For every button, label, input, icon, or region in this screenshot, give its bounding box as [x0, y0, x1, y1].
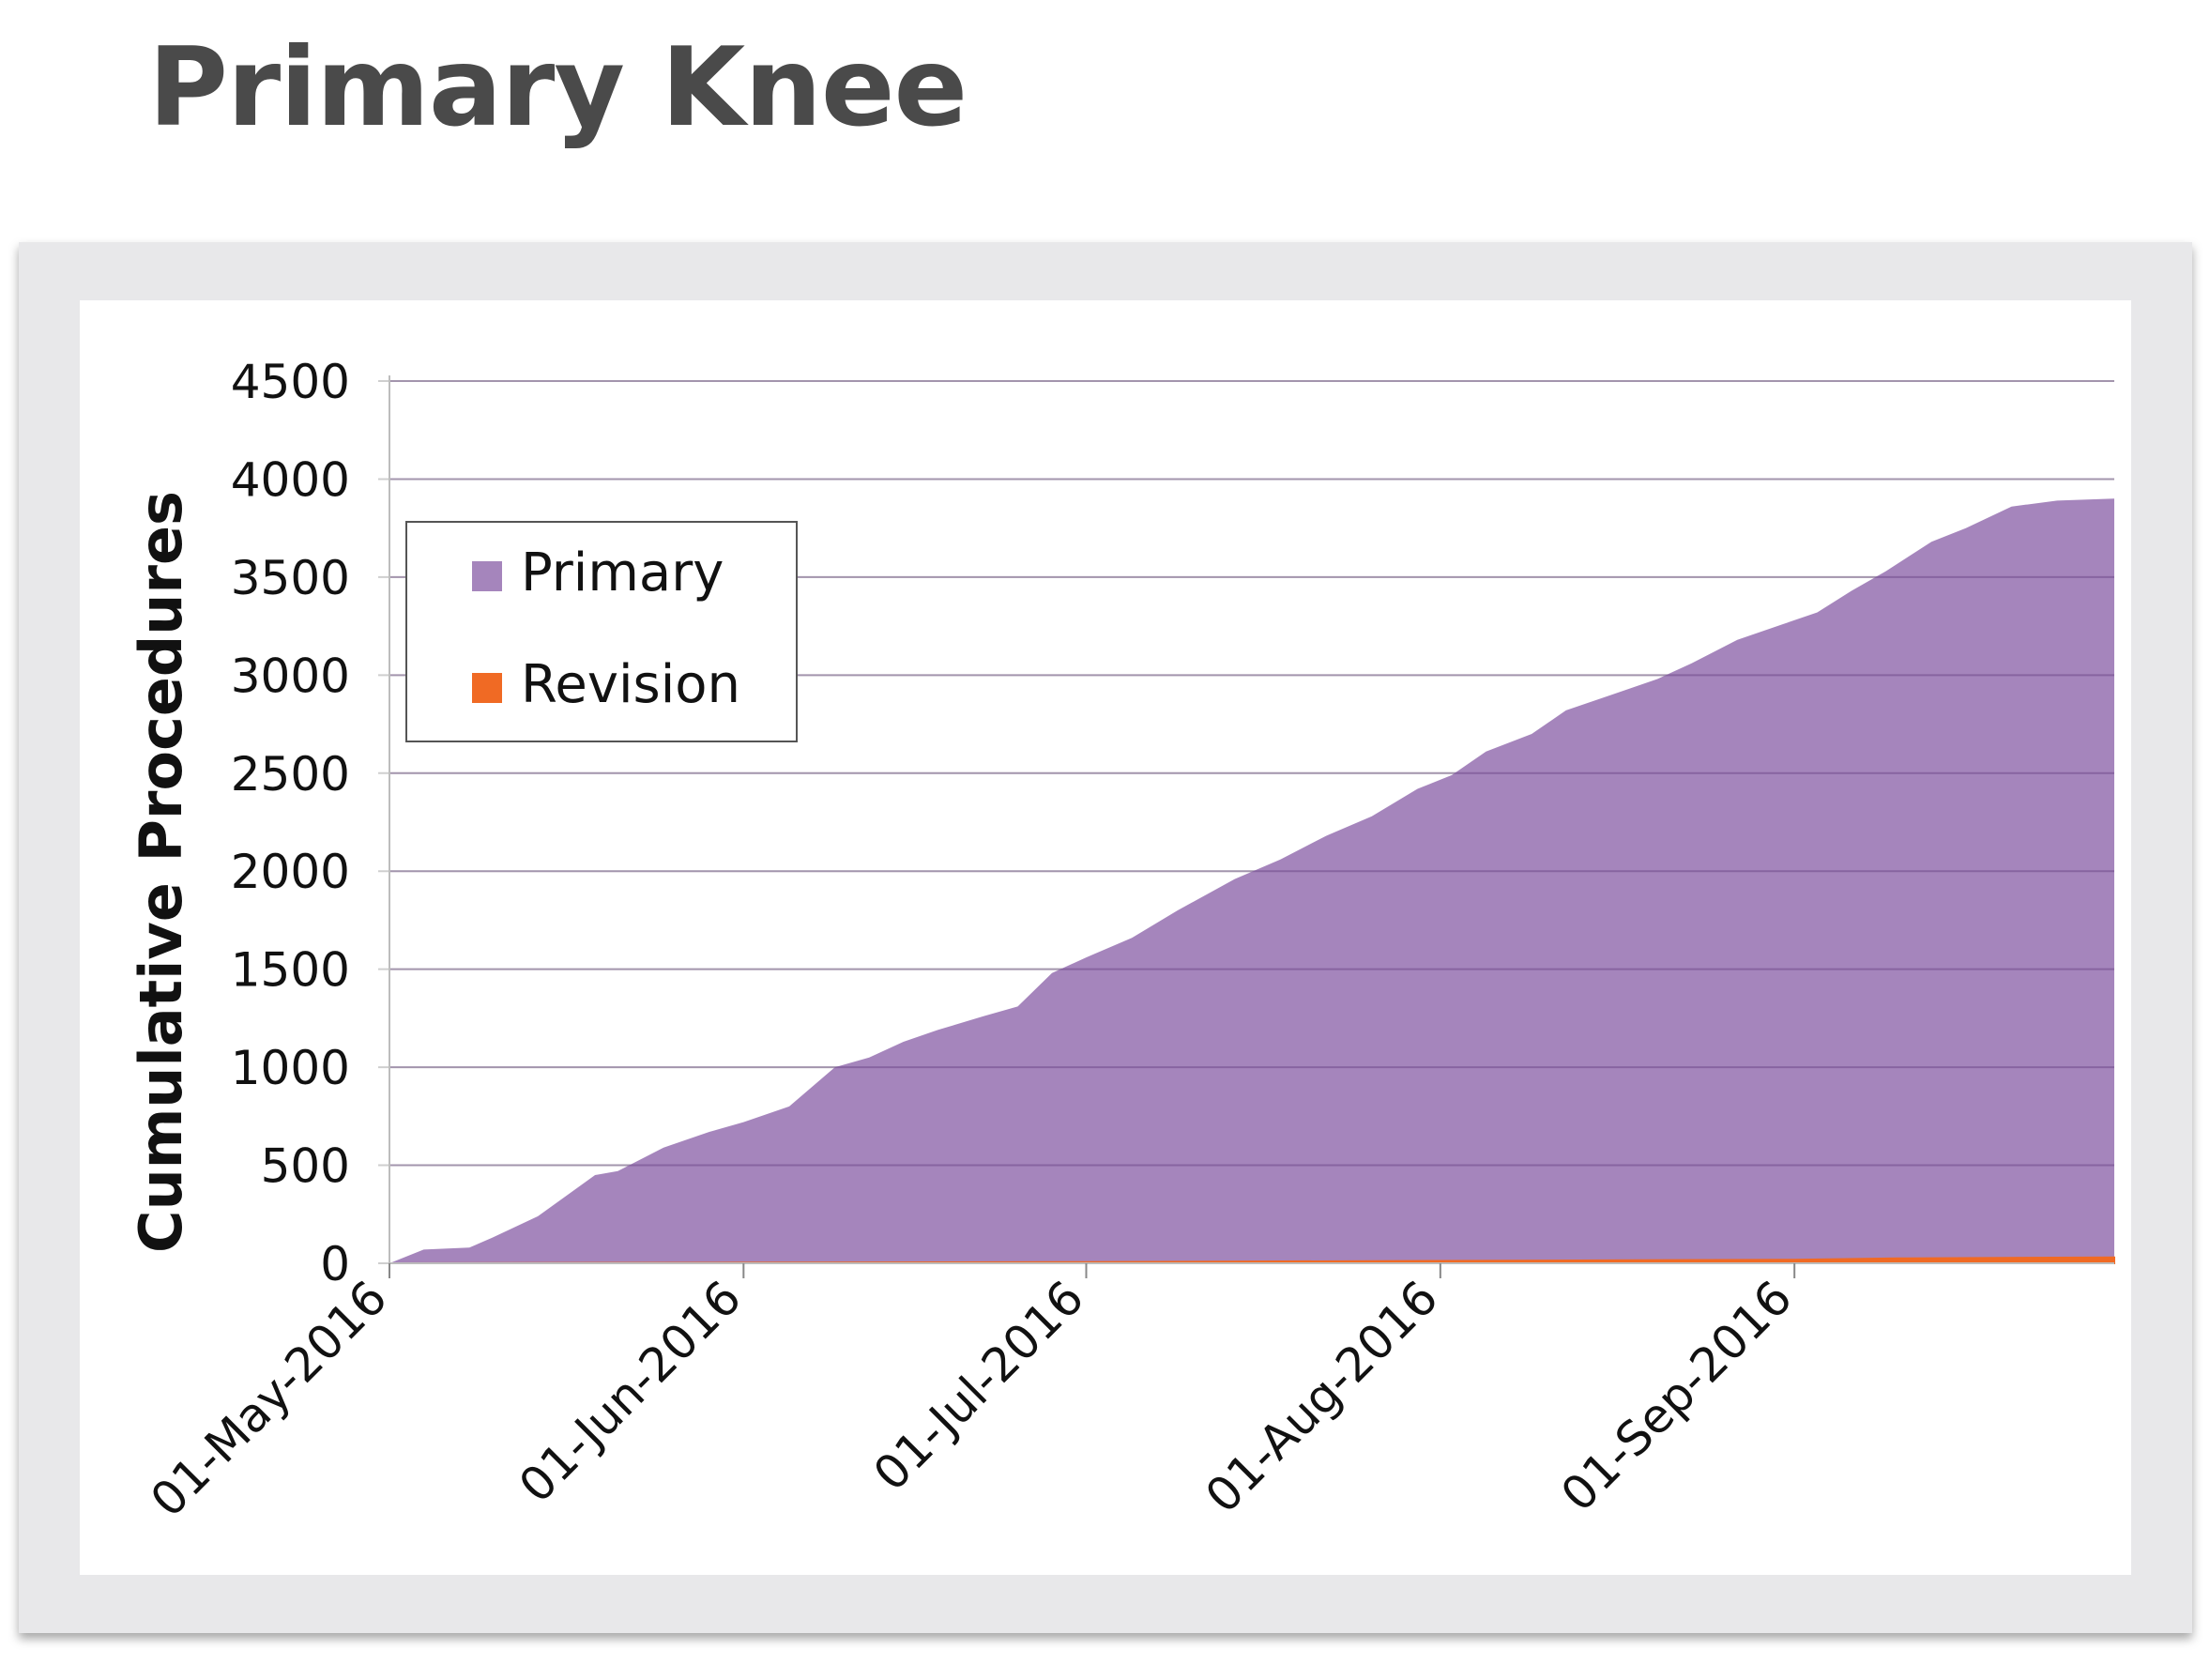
page-title: Primary Knee — [148, 24, 968, 151]
y-tick-label-2500: 2500 — [231, 747, 350, 802]
legend-label-primary: Primary — [521, 542, 724, 603]
y-tick-label-2000: 2000 — [231, 845, 350, 899]
x-tick-label-01-Sep-2016: 01-Sep-2016 — [1551, 1270, 1803, 1521]
y-tick-label-3000: 3000 — [231, 649, 350, 703]
y-tick-label-4500: 4500 — [231, 355, 350, 409]
x-tick-label-01-Aug-2016: 01-Aug-2016 — [1196, 1270, 1449, 1523]
y-tick-label-0: 0 — [320, 1237, 350, 1291]
x-tick-label-01-Jun-2016: 01-Jun-2016 — [509, 1270, 752, 1513]
y-tick-label-1000: 1000 — [231, 1041, 350, 1095]
y-tick-label-3500: 3500 — [231, 551, 350, 605]
legend: Primary Revision — [405, 521, 798, 742]
legend-swatch-primary — [472, 561, 502, 591]
legend-box — [405, 521, 798, 742]
cumulative-procedures-chart: 0 500 1000 1500 2000 2500 3000 3500 4000 4500 01-M… — [127, 355, 2115, 1527]
y-axis-label: Cumulative Procedures — [127, 491, 195, 1253]
x-tick-label-01-Jul-2016: 01-Jul-2016 — [863, 1270, 1094, 1501]
chart-card: 0 500 1000 1500 2000 2500 3000 3500 4000 4500 01-M… — [19, 242, 2192, 1633]
y-tick-label-1500: 1500 — [231, 943, 350, 998]
area-series-primary — [389, 498, 2114, 1263]
legend-swatch-revision — [472, 673, 502, 703]
x-tick-label-01-May-2016: 01-May-2016 — [141, 1270, 398, 1527]
area-layer — [389, 380, 2115, 1264]
legend-label-revision: Revision — [521, 654, 740, 715]
y-tick-label-4000: 4000 — [231, 452, 350, 507]
y-tick-label-500: 500 — [261, 1139, 350, 1194]
plot-panel: 0 500 1000 1500 2000 2500 3000 3500 4000 4500 01-M… — [80, 300, 2131, 1575]
